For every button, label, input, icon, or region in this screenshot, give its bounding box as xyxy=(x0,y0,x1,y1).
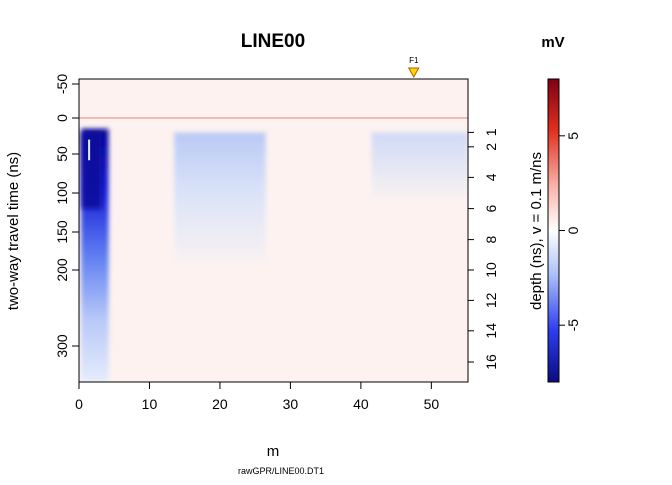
depth-tick-label: 6 xyxy=(483,204,499,212)
x-tick-label: 50 xyxy=(424,396,440,412)
colorbar xyxy=(547,78,560,383)
fiducial-marker: F1 xyxy=(407,56,420,79)
x-tick-label: 0 xyxy=(75,396,83,412)
x-axis-label: m xyxy=(267,443,280,460)
colorbar-title: mV xyxy=(541,34,564,51)
depth-tick-label: 2 xyxy=(483,143,499,151)
depth-tick-label: 4 xyxy=(483,173,499,181)
depth-tick-label: 10 xyxy=(483,262,499,278)
fiducial-label: F1 xyxy=(409,56,419,65)
plot-background xyxy=(79,79,468,382)
depth-tick-label: 12 xyxy=(483,292,499,308)
depth-tick-label: 14 xyxy=(483,323,499,339)
x-tick-label: 40 xyxy=(353,396,369,412)
regions-layer xyxy=(81,128,468,382)
x-tick-label: 10 xyxy=(142,396,158,412)
data-region-streak xyxy=(88,139,91,161)
y-tick-label: 200 xyxy=(54,258,70,282)
x-tick-label: 30 xyxy=(283,396,299,412)
y-tick-label: 50 xyxy=(54,146,70,162)
data-region xyxy=(174,132,266,263)
depth-axis-label: depth (ns), v = 0.1 m/ns xyxy=(528,152,545,310)
y-axis: -50 0 50 100 150 200 300 xyxy=(54,74,80,358)
plot-area xyxy=(79,79,468,382)
colorbar-tick-label: 5 xyxy=(565,132,581,140)
fiducial-triangle xyxy=(407,67,420,79)
depth-tick-label: 16 xyxy=(483,354,499,370)
y-tick-label: 300 xyxy=(54,334,70,358)
x-tick-label: 20 xyxy=(212,396,228,412)
y-tick-label: 150 xyxy=(54,220,70,244)
x-axis: 0 10 20 30 40 50 xyxy=(75,381,440,412)
colorbar-ticks: -5 0 5 xyxy=(559,132,581,332)
y-tick-label: -50 xyxy=(54,74,70,94)
data-region xyxy=(371,132,468,201)
data-region-core xyxy=(82,132,102,209)
depth-tick-label: 1 xyxy=(483,128,499,136)
colorbar-tick-label: 0 xyxy=(565,226,581,234)
y-axis-label: two-way travel time (ns) xyxy=(5,152,22,310)
y-tick-label: 0 xyxy=(54,114,70,122)
depth-tick-label: 8 xyxy=(483,235,499,243)
y-tick-label: 100 xyxy=(54,181,70,205)
colorbar-tick-label: -5 xyxy=(565,319,581,332)
chart-title: LINE00 xyxy=(241,31,305,52)
source-caption: rawGPR/LINE00.DT1 xyxy=(238,466,324,476)
